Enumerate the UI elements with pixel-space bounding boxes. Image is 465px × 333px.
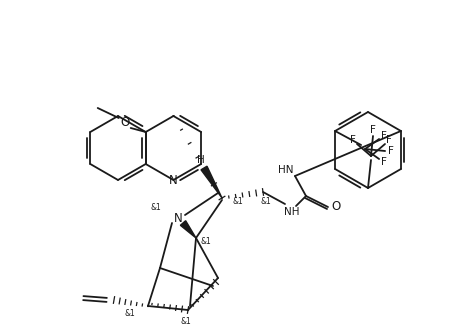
Text: F: F (381, 157, 387, 167)
Text: &1: &1 (125, 309, 135, 318)
Text: O: O (120, 117, 129, 130)
Text: &1: &1 (151, 203, 161, 212)
Text: &1: &1 (200, 237, 212, 246)
Text: F: F (386, 135, 392, 145)
Polygon shape (180, 221, 196, 238)
Text: HN: HN (278, 165, 294, 175)
Text: &1: &1 (260, 197, 272, 206)
Text: F: F (381, 131, 387, 141)
Text: F: F (350, 135, 356, 145)
Text: F: F (370, 125, 376, 135)
Text: F: F (388, 146, 394, 156)
Text: &1: &1 (180, 317, 192, 326)
Text: H: H (197, 155, 205, 165)
Text: &1: &1 (232, 197, 243, 206)
Polygon shape (201, 166, 222, 198)
Text: N: N (169, 173, 178, 186)
Text: O: O (332, 200, 341, 213)
Text: NH: NH (284, 207, 300, 217)
Text: N: N (173, 211, 182, 224)
